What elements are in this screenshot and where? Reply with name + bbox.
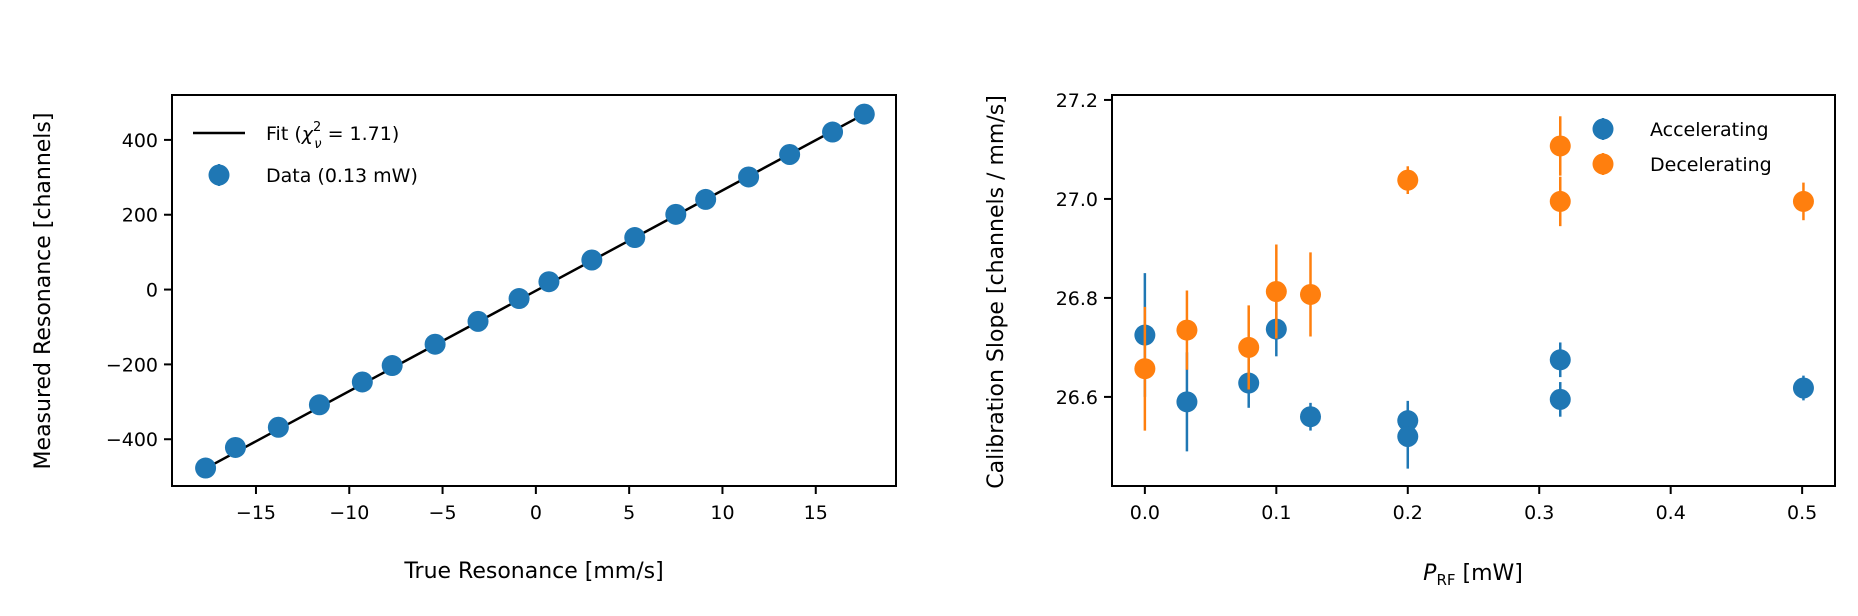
right-x-tick-label: 0.2 bbox=[1393, 502, 1423, 524]
data-point bbox=[351, 371, 373, 393]
legend-fit-label: Fit (χ2 ν = 1.71) bbox=[266, 120, 399, 152]
right-x-tick-label: 0.0 bbox=[1130, 502, 1160, 524]
right-plot-frame bbox=[1111, 94, 1836, 487]
right-y-axis-label: Calibration Slope [channels / mm/s] bbox=[984, 95, 1009, 489]
right-y-tick-label: 27.0 bbox=[1056, 189, 1098, 211]
right-y-tick-label: 26.6 bbox=[1056, 387, 1098, 409]
right-y-ticks: 26.6 26.8 27.0 27.2 bbox=[1056, 90, 1112, 409]
accelerating-point bbox=[1549, 388, 1571, 410]
legend-decelerating-swatch bbox=[1592, 153, 1614, 175]
data-point bbox=[195, 457, 217, 479]
decelerating-point bbox=[1176, 319, 1198, 341]
accelerating-point bbox=[1792, 377, 1814, 399]
left-x-tick-label: 15 bbox=[804, 502, 828, 524]
data-point bbox=[381, 355, 403, 377]
legend-data-swatch bbox=[208, 164, 230, 186]
right-x-tick-label: 0.1 bbox=[1261, 502, 1291, 524]
right-x-axis-label: PRF [mW] bbox=[1423, 561, 1523, 589]
decelerating-point bbox=[1265, 280, 1287, 302]
data-point bbox=[695, 188, 717, 210]
data-points-group bbox=[195, 103, 875, 479]
data-point bbox=[624, 227, 646, 249]
data-point bbox=[224, 436, 246, 458]
data-point bbox=[665, 203, 687, 225]
accelerating-point bbox=[1397, 410, 1419, 432]
data-point bbox=[424, 333, 446, 355]
legend-decelerating-label: Decelerating bbox=[1650, 154, 1772, 176]
right-y-tick-label: 26.8 bbox=[1056, 288, 1098, 310]
accelerating-point bbox=[1549, 349, 1571, 371]
left-y-tick-label: 400 bbox=[122, 130, 158, 152]
accelerating-point bbox=[1397, 426, 1419, 448]
data-point bbox=[308, 394, 330, 416]
data-point bbox=[853, 103, 875, 125]
decelerating-point bbox=[1299, 283, 1321, 305]
left-x-tick-label: 5 bbox=[623, 502, 635, 524]
decelerating-point bbox=[1134, 358, 1156, 380]
slope-series-group bbox=[1134, 116, 1814, 469]
data-point bbox=[581, 249, 603, 271]
left-y-ticks: −400 −200 0 200 400 bbox=[106, 130, 172, 451]
left-x-ticks: −15 −10 −5 0 5 10 15 bbox=[236, 486, 828, 524]
data-point bbox=[538, 271, 560, 293]
chart-calibration-slope: 0.0 0.1 0.2 0.3 0.4 0.5 26.6 26.8 27.0 27.2 PRF … bbox=[984, 90, 1836, 589]
right-x-ticks: 0.0 0.1 0.2 0.3 0.4 0.5 bbox=[1130, 486, 1817, 524]
data-point bbox=[779, 143, 801, 165]
left-x-tick-label: 10 bbox=[710, 502, 734, 524]
data-point bbox=[822, 121, 844, 143]
accelerating-point bbox=[1176, 391, 1198, 413]
left-x-tick-label: 0 bbox=[530, 502, 542, 524]
right-x-tick-label: 0.3 bbox=[1524, 502, 1554, 524]
left-x-tick-label: −5 bbox=[429, 502, 457, 524]
right-x-tick-label: 0.4 bbox=[1656, 502, 1686, 524]
accelerating-point bbox=[1299, 406, 1321, 428]
left-y-tick-label: 0 bbox=[146, 280, 158, 302]
data-point bbox=[738, 166, 760, 188]
decelerating-point bbox=[1792, 190, 1814, 212]
right-legend: Accelerating Decelerating bbox=[1592, 118, 1772, 176]
legend-data-label: Data (0.13 mW) bbox=[266, 165, 418, 187]
left-y-axis-label: Measured Resonance [channels] bbox=[31, 113, 56, 470]
left-y-tick-label: 200 bbox=[122, 205, 158, 227]
left-y-tick-label: −400 bbox=[106, 429, 158, 451]
left-legend: Fit (χ2 ν = 1.71) Data (0.13 mW) bbox=[193, 120, 418, 187]
left-x-tick-label: −15 bbox=[236, 502, 276, 524]
left-y-tick-label: −200 bbox=[106, 354, 158, 376]
right-y-tick-label: 27.2 bbox=[1056, 90, 1098, 112]
legend-accelerating-swatch bbox=[1592, 118, 1614, 140]
decelerating-point bbox=[1549, 135, 1571, 157]
decelerating-point bbox=[1238, 336, 1260, 358]
right-x-tick-label: 0.5 bbox=[1787, 502, 1817, 524]
left-x-axis-label: True Resonance [mm/s] bbox=[403, 559, 663, 584]
left-x-tick-label: −10 bbox=[329, 502, 369, 524]
decelerating-point bbox=[1549, 190, 1571, 212]
legend-accelerating-label: Accelerating bbox=[1650, 119, 1769, 141]
decelerating-point bbox=[1397, 169, 1419, 191]
data-point bbox=[267, 416, 289, 438]
data-point bbox=[508, 288, 530, 310]
data-point bbox=[467, 310, 489, 332]
chart-calibration-line: −15 −10 −5 0 5 10 15 −400 −200 0 200 400 True Reso… bbox=[31, 94, 897, 584]
